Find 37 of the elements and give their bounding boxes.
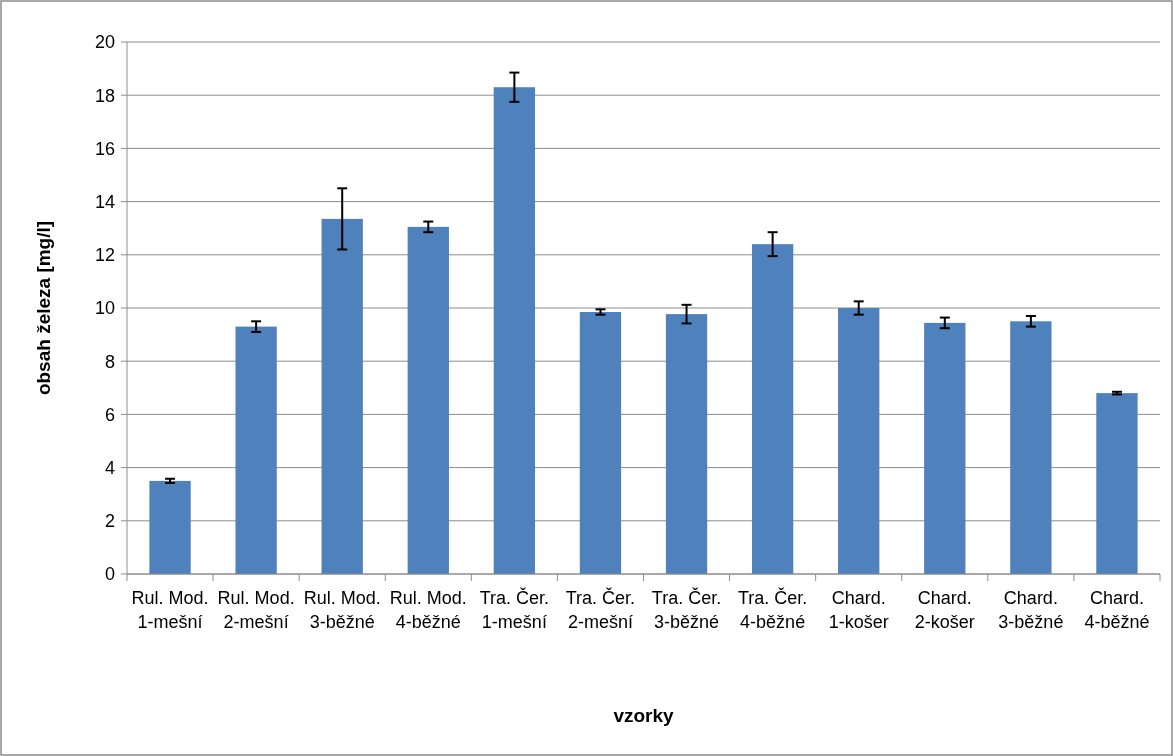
y-tick-label: 8 — [104, 351, 115, 372]
bar — [235, 326, 277, 574]
bar — [1010, 321, 1052, 574]
bar — [665, 314, 708, 574]
x-tick-label: Tra. Čer. 3-běžné — [651, 587, 722, 632]
bar — [751, 244, 794, 574]
y-tick-label: 20 — [94, 32, 115, 53]
x-tick-label: Rul. Mod. 4-běžné — [389, 588, 467, 632]
x-tick-label: Tra. Čer. 4-běžné — [737, 587, 808, 632]
y-axis-title: obsah železa [mg/l] — [33, 220, 54, 396]
bar — [407, 226, 449, 574]
x-tick-label: Chard. 2-košer — [914, 588, 975, 632]
x-tick-label: Rul. Mod. 3-běžné — [303, 588, 381, 632]
y-tick-label: 18 — [94, 85, 115, 106]
x-tick-label: Rul. Mod. 1-mešní — [131, 588, 209, 632]
x-axis-title: vzorky — [613, 705, 675, 726]
y-tick-label: 14 — [94, 191, 115, 212]
y-tick-label: 12 — [94, 245, 115, 266]
x-tick-label: Chard. 4-běžné — [1084, 588, 1150, 632]
bar — [924, 322, 966, 574]
y-tick-label: 2 — [104, 511, 115, 532]
y-tick-label: 4 — [104, 457, 115, 478]
y-tick-label: 16 — [94, 138, 115, 159]
x-tick-label: Tra. Čer. 1-mešní — [479, 587, 550, 632]
bar — [149, 480, 191, 574]
x-tick-label: Rul. Mod. 2-mešní — [217, 588, 295, 632]
x-tick-label: Chard. 1-košer — [828, 588, 889, 632]
x-tick-label: Chard. 3-běžné — [998, 588, 1064, 632]
y-tick-label: 10 — [94, 298, 115, 319]
y-tick-label: 6 — [104, 404, 115, 425]
bar — [321, 218, 363, 574]
bar — [1096, 393, 1138, 574]
bar — [579, 311, 622, 574]
bar — [493, 87, 536, 574]
y-tick-label: 0 — [104, 564, 115, 585]
bar — [838, 308, 880, 574]
x-tick-label: Tra. Čer. 2-mešní — [565, 587, 636, 632]
